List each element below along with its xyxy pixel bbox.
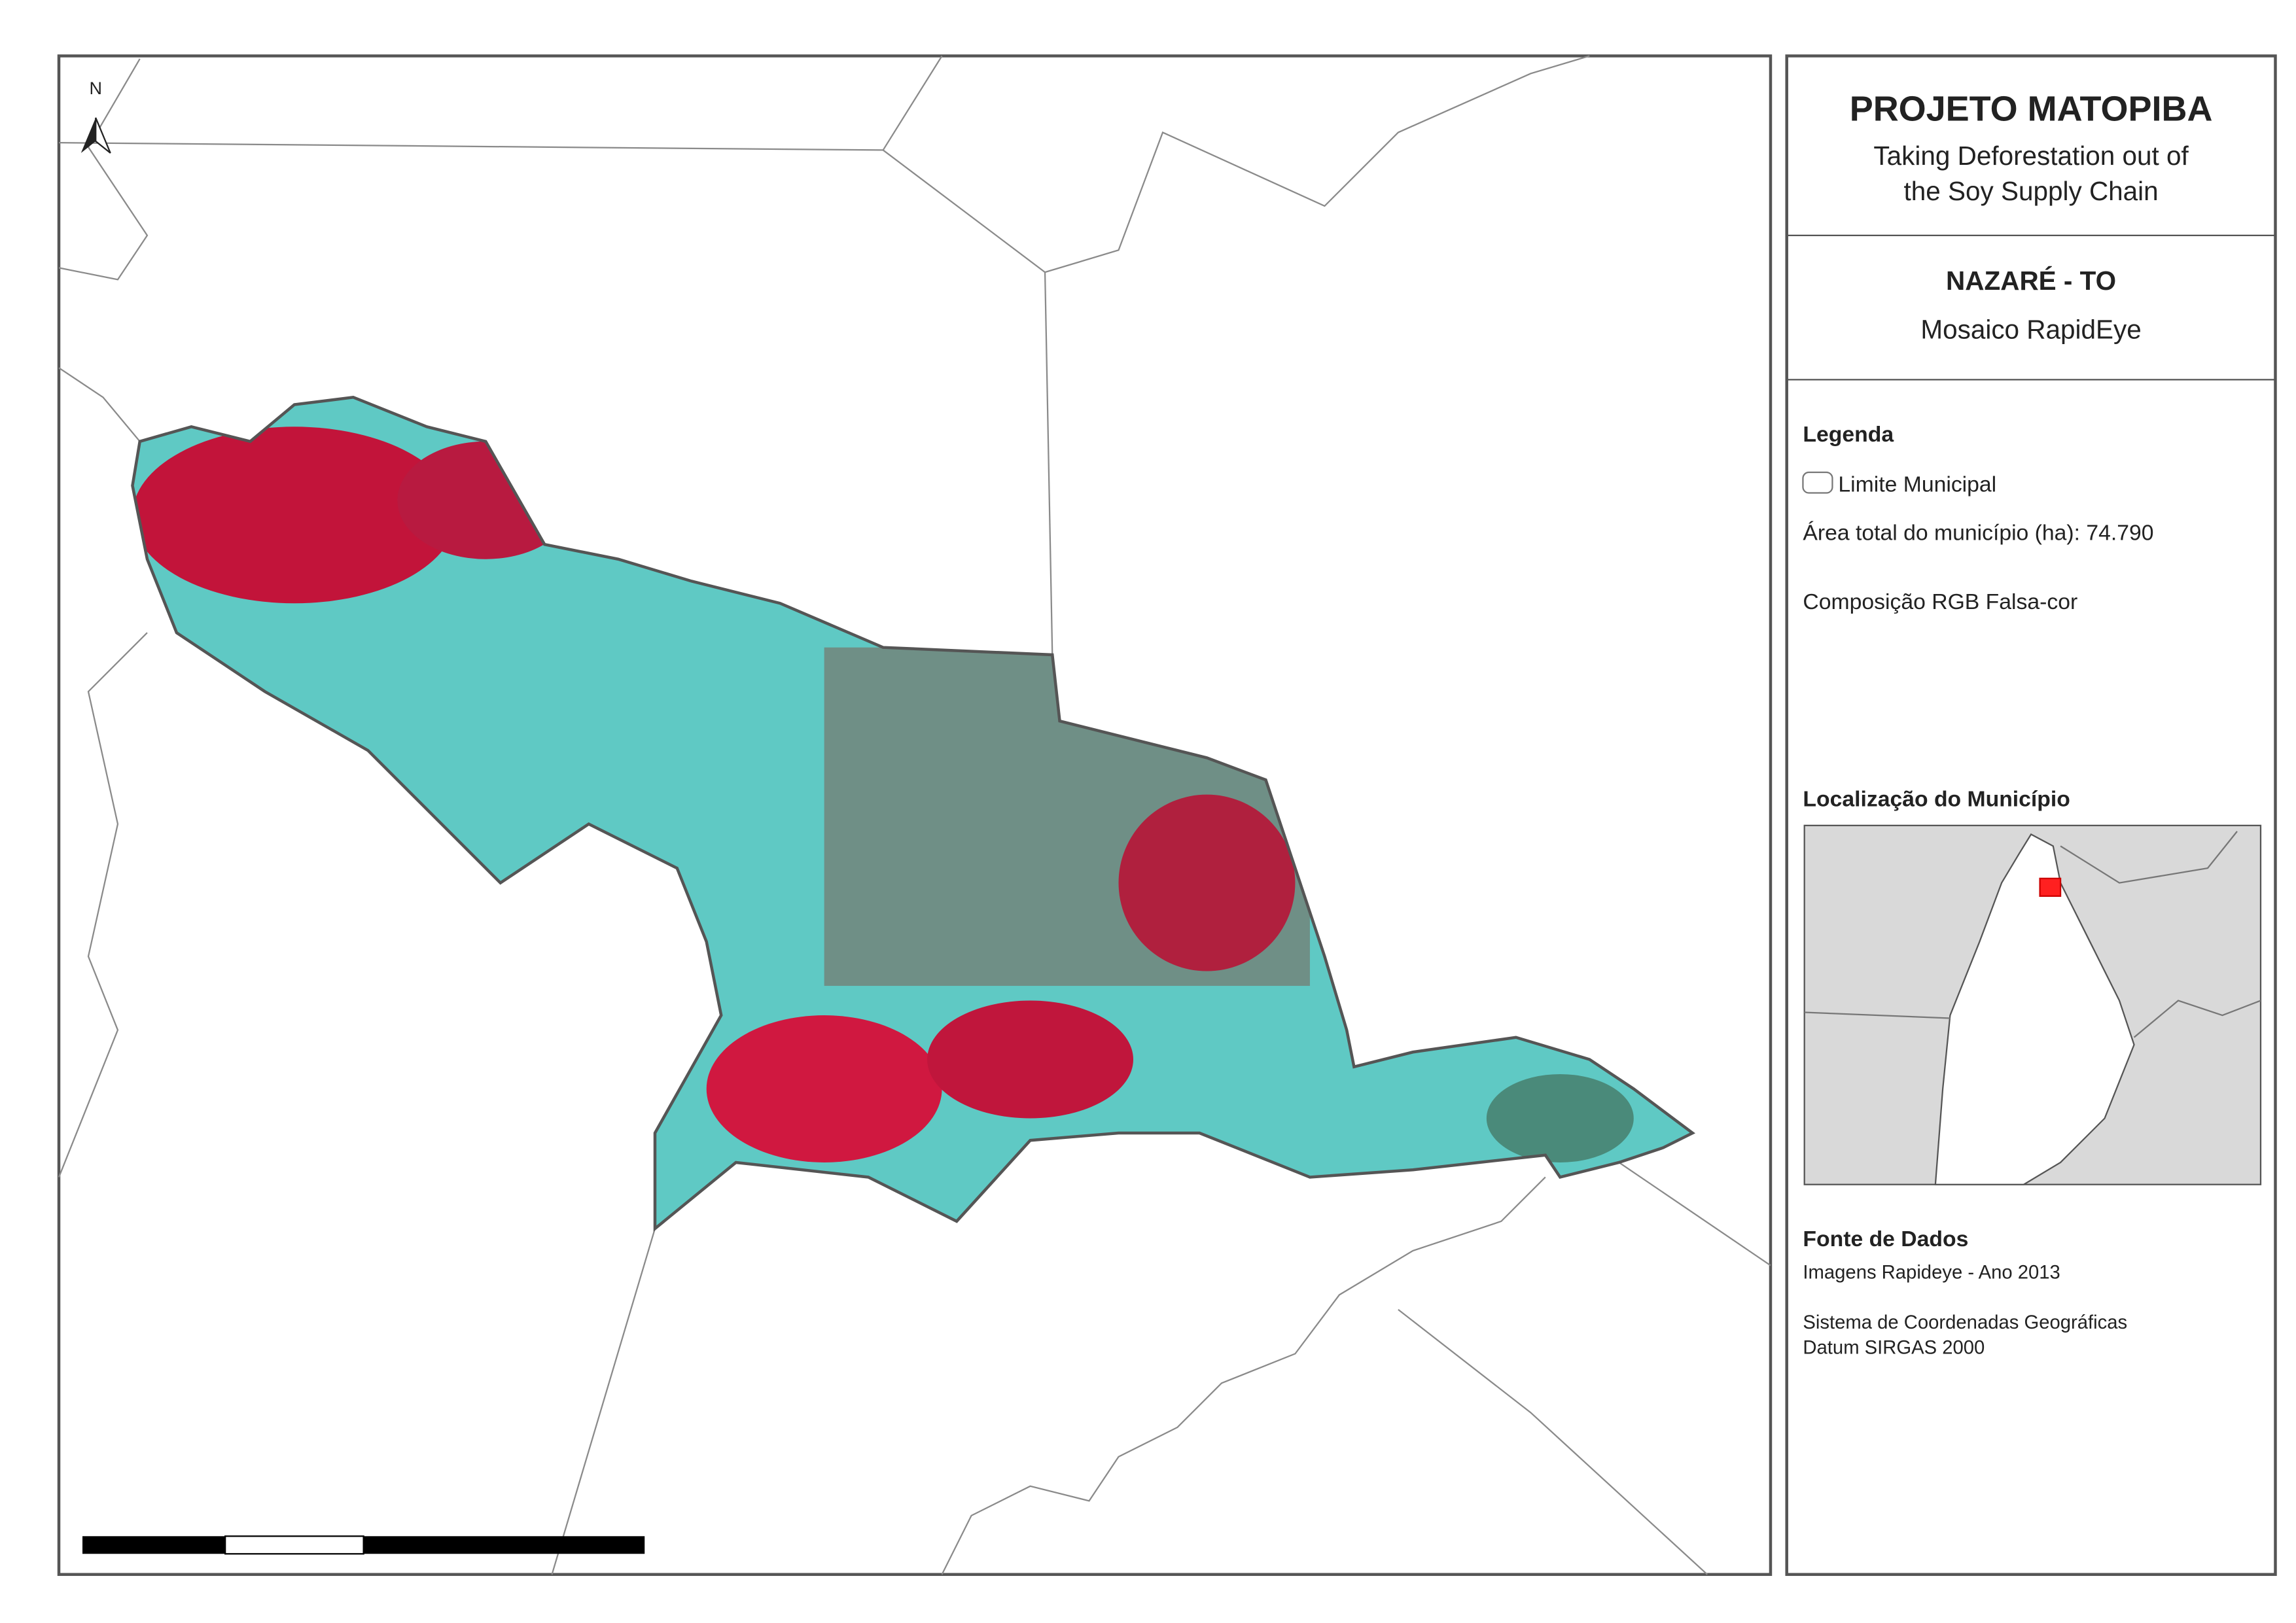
product: Mosaico RapidEye xyxy=(1920,314,2141,344)
composition: Composição RGB Falsa-cor xyxy=(1803,589,2077,614)
location-title: Localização do Município xyxy=(1803,787,2070,812)
legend-boundary: Limite Municipal xyxy=(1838,472,1996,497)
source: Datum SIRGAS 2000 xyxy=(1803,1337,1985,1358)
sources-title: Fonte de Dados xyxy=(1803,1227,1968,1251)
title: PROJETO MATOPIBA xyxy=(1850,89,2213,128)
municipal-boundaries xyxy=(58,55,1771,1575)
area: Área total do município (ha): 74.790 xyxy=(1803,521,2153,546)
side-panel xyxy=(1785,54,2277,1577)
municipality: NAZARÉ - TO xyxy=(1946,266,2116,296)
north-arrow: N xyxy=(80,79,111,154)
source: Sistema de Coordenadas Geográficas xyxy=(1803,1312,2127,1333)
subtitle: the Soy Supply Chain xyxy=(1903,176,2158,206)
north-label: N xyxy=(89,79,102,98)
subtitle: Taking Deforestation out of xyxy=(1873,141,2189,171)
legend-title: Legenda xyxy=(1803,422,1894,447)
scale-bar xyxy=(82,1535,645,1555)
source: Imagens Rapideye - Ano 2013 xyxy=(1803,1263,2060,1283)
location-map xyxy=(1803,824,2262,1185)
